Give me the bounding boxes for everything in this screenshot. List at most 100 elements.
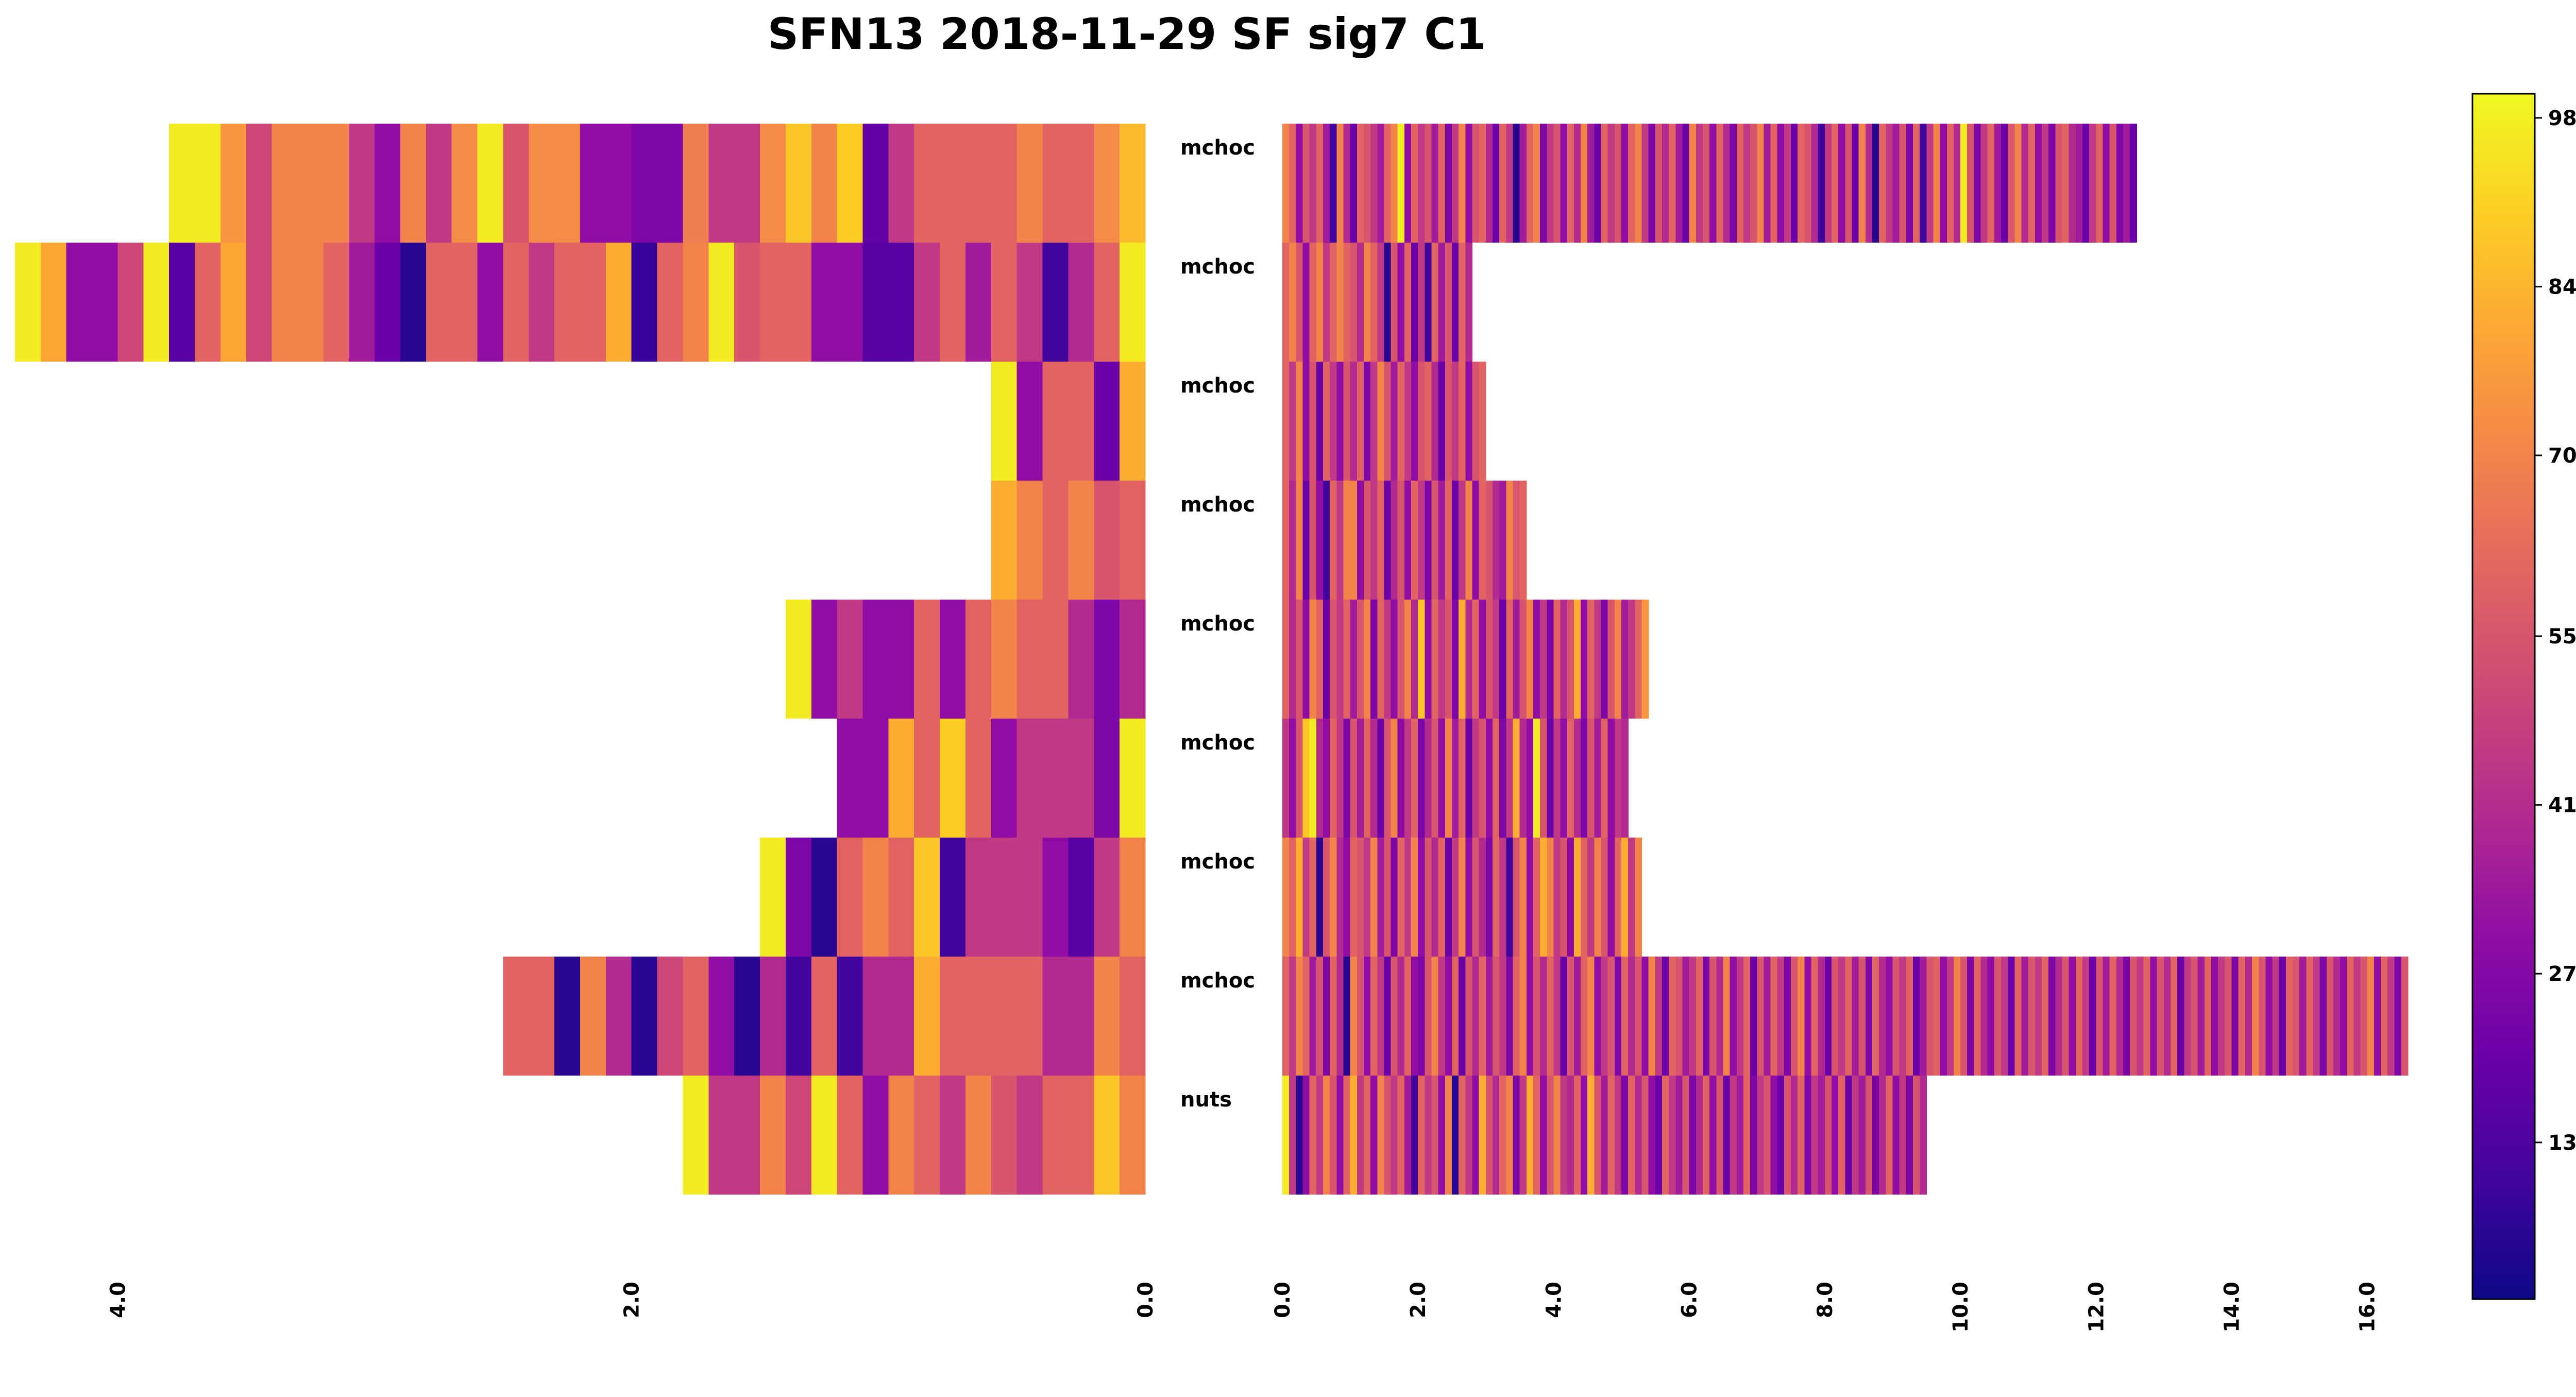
heat-cell: [1431, 957, 1439, 1076]
heat-cell: [657, 124, 684, 243]
heat-cell: [1438, 362, 1446, 481]
heat-cell: [117, 243, 144, 362]
heat-cell: [1798, 124, 1805, 243]
heat-cell: [2021, 957, 2029, 1076]
heat-cell: [1479, 481, 1486, 600]
heat-cell: [1120, 362, 1146, 481]
heat-cell: [1641, 957, 1649, 1076]
heat-cell: [1459, 243, 1466, 362]
heat-cell: [1553, 838, 1561, 957]
heat-cell: [1777, 1076, 1785, 1195]
heat-cell: [1296, 362, 1303, 481]
heat-cell: [1675, 1076, 1683, 1195]
heat-cell: [1601, 124, 1608, 243]
heat-cell: [1485, 838, 1493, 957]
heat-cell: [2035, 957, 2042, 1076]
heat-cell: [2157, 957, 2164, 1076]
heat-cell: [1953, 124, 1961, 243]
heat-cell: [1872, 957, 1879, 1076]
heat-cell: [1472, 124, 1480, 243]
heat-cell: [2171, 957, 2178, 1076]
heat-cell: [1425, 243, 1432, 362]
colorbar-tick-label: 13%: [2548, 1131, 2576, 1155]
heat-cell: [1336, 362, 1344, 481]
heat-cell: [1343, 1076, 1351, 1195]
heat-cell: [1567, 124, 1574, 243]
heat-cell: [1316, 838, 1324, 957]
heat-cell: [1411, 957, 1418, 1076]
heat-cell: [1709, 124, 1717, 243]
heat-cell: [1357, 600, 1364, 719]
heat-cell: [1350, 124, 1358, 243]
heat-cell: [1526, 838, 1534, 957]
heat-cell: [1594, 838, 1602, 957]
heat-cell: [965, 1076, 992, 1195]
heat-cell: [1906, 1076, 1913, 1195]
heat-cell: [1016, 719, 1043, 838]
heat-cell: [1899, 124, 1907, 243]
heat-cell: [1872, 1076, 1879, 1195]
heat-cell: [1363, 719, 1371, 838]
heat-cell: [1601, 838, 1608, 957]
heat-cell: [1094, 600, 1120, 719]
heat-cell: [1363, 481, 1371, 600]
heat-cell: [1832, 124, 1839, 243]
heat-cell: [1485, 1076, 1493, 1195]
heat-cell: [1621, 1076, 1629, 1195]
heat-cell: [1042, 362, 1069, 481]
heat-cell: [1296, 957, 1303, 1076]
heat-cell: [1648, 957, 1656, 1076]
heat-cell: [1648, 124, 1656, 243]
heat-cell: [1492, 481, 1500, 600]
heat-cell: [1492, 838, 1500, 957]
heat-cell: [1289, 838, 1296, 957]
heat-cell: [914, 243, 940, 362]
heat-cell: [1336, 124, 1344, 243]
heat-cell: [1614, 719, 1622, 838]
heat-cell: [1784, 957, 1791, 1076]
heat-cell: [1384, 838, 1392, 957]
heat-cell: [1858, 957, 1866, 1076]
heat-cell: [1702, 957, 1710, 1076]
heat-cell: [1377, 719, 1385, 838]
heat-cell: [1499, 481, 1506, 600]
heat-cell: [1418, 243, 1425, 362]
heat-cell: [1302, 600, 1310, 719]
heat-cell: [92, 243, 118, 362]
heat-cell: [1363, 600, 1371, 719]
heat-cell: [1377, 362, 1385, 481]
heat-cell: [1581, 957, 1588, 1076]
heat-cell: [375, 243, 401, 362]
heat-cell: [2069, 957, 2076, 1076]
heat-cell: [1479, 600, 1486, 719]
heat-cell: [1479, 957, 1486, 1076]
heat-cell: [1330, 124, 1337, 243]
heat-cell: [1662, 124, 1669, 243]
heat-cell: [811, 124, 838, 243]
heat-cell: [1581, 1076, 1588, 1195]
heat-cell: [1865, 1076, 1873, 1195]
heat-cell: [1391, 719, 1398, 838]
heat-cell: [1445, 838, 1452, 957]
heat-cell: [1892, 1076, 1900, 1195]
heat-cell: [1513, 719, 1520, 838]
heat-cell: [2299, 957, 2307, 1076]
heat-cell: [1289, 719, 1296, 838]
heat-cell: [2259, 957, 2266, 1076]
heat-cell: [2035, 124, 2042, 243]
heat-cell: [940, 600, 966, 719]
heat-cell: [1357, 838, 1364, 957]
heat-cell: [1465, 481, 1473, 600]
heat-cell: [1431, 362, 1439, 481]
heat-cell: [1533, 957, 1540, 1076]
heat-cell: [1974, 124, 1981, 243]
heat-cell: [349, 243, 375, 362]
x-tick-label: 4.0: [106, 1282, 130, 1318]
heat-cell: [1336, 957, 1344, 1076]
heat-cell: [1445, 362, 1452, 481]
heat-cell: [862, 124, 889, 243]
heat-cell: [1553, 600, 1561, 719]
heat-cell: [1411, 719, 1418, 838]
heat-cell: [1784, 124, 1791, 243]
